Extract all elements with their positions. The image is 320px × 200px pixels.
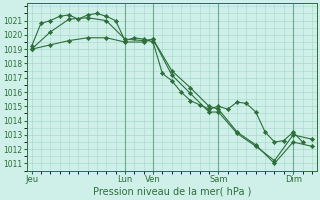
X-axis label: Pression niveau de la mer( hPa ): Pression niveau de la mer( hPa ) xyxy=(92,187,251,197)
